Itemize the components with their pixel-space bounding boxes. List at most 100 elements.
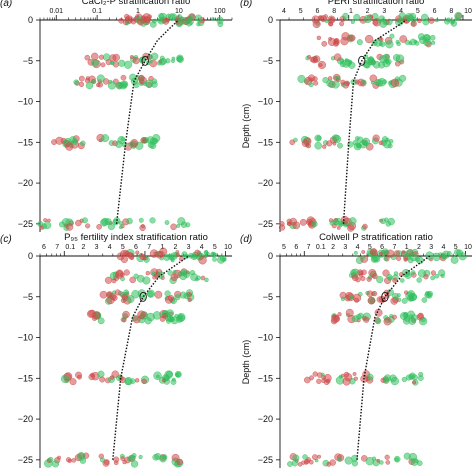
data-point: [97, 317, 105, 325]
data-point: [148, 59, 153, 64]
data-point: [170, 273, 179, 282]
data-point: [181, 251, 188, 258]
data-point: [372, 20, 379, 26]
data-point: [382, 20, 388, 25]
data-point: [317, 454, 322, 459]
data-point: [412, 380, 417, 385]
data-point: [158, 18, 162, 23]
data-point: [369, 248, 378, 256]
data-point: [396, 256, 402, 261]
y-tick-label: 0: [268, 15, 273, 25]
x-tick-label: 1: [405, 244, 409, 251]
data-point: [69, 378, 77, 386]
data-point: [402, 317, 411, 325]
data-point: [403, 257, 408, 262]
data-point: [194, 14, 203, 22]
data-point: [410, 20, 417, 27]
panel-label: (a): [0, 0, 12, 9]
data-point: [140, 137, 147, 144]
data-point: [378, 61, 386, 69]
x-tick-label: 6: [294, 244, 298, 251]
mean-marker: [358, 55, 366, 66]
data-point: [145, 270, 151, 276]
data-point: [423, 274, 429, 280]
data-point: [323, 373, 332, 383]
data-point: [326, 140, 333, 147]
data-point: [177, 217, 186, 226]
data-point: [316, 378, 322, 384]
data-point: [371, 254, 379, 262]
data-point: [170, 258, 175, 263]
y-tick-label: −20: [18, 178, 33, 188]
x-tick-label: 0.1: [65, 244, 75, 251]
x-tick-label: 3: [95, 244, 99, 251]
data-point: [124, 21, 130, 26]
y-tick-label: −5: [23, 292, 33, 302]
data-point: [85, 81, 94, 90]
data-point: [352, 372, 357, 376]
data-point: [81, 217, 88, 224]
data-point: [424, 291, 431, 299]
data-point: [378, 251, 383, 256]
data-point: [380, 218, 387, 225]
data-point: [166, 309, 175, 318]
data-point: [124, 291, 129, 296]
data-point: [198, 256, 207, 265]
data-point: [78, 81, 85, 88]
y-tick-label: 0: [268, 251, 273, 261]
data-point: [356, 39, 363, 46]
data-point: [367, 56, 375, 63]
data-point: [417, 312, 424, 319]
data-point: [385, 40, 394, 49]
data-point: [112, 53, 120, 62]
data-point: [353, 250, 358, 255]
x-tick-label: 2: [331, 244, 335, 251]
data-point: [177, 314, 183, 320]
data-point: [307, 54, 312, 59]
data-point: [107, 81, 117, 90]
data-point: [390, 376, 399, 386]
data-point: [350, 19, 355, 25]
panel-a: 0 −5 −10 −15 −20 −25 0.01 0.1 1 10 100 CaCl₂-P stra…: [0, 0, 233, 232]
x-tick-label: 1: [160, 244, 164, 251]
x-tick-label: 5: [213, 244, 217, 251]
y-tick-label: 0: [28, 15, 33, 25]
data-point: [396, 41, 401, 47]
data-point: [178, 256, 184, 262]
y-axis-label: Depth (cm): [241, 104, 251, 149]
data-point: [137, 310, 146, 319]
data-point: [97, 370, 105, 378]
y-tick-label: −10: [18, 333, 33, 343]
data-point: [171, 453, 180, 462]
data-point: [67, 458, 72, 463]
x-tick-label: 2: [417, 244, 421, 251]
data-point: [122, 459, 127, 465]
data-point: [122, 310, 130, 319]
data-point: [331, 314, 340, 323]
x-tick-label: 5: [282, 244, 286, 251]
panel-label: (b): [240, 0, 252, 9]
data-point: [149, 21, 157, 28]
data-point: [84, 54, 91, 61]
x-tick-label: 2: [81, 244, 85, 251]
data-point: [105, 291, 113, 299]
data-point: [39, 225, 44, 230]
data-point: [168, 316, 175, 322]
data-point: [340, 79, 346, 85]
x-tick-label: 6: [380, 244, 384, 251]
trend-line: [356, 255, 431, 460]
data-point: [103, 459, 110, 465]
data-point: [113, 456, 120, 463]
data-point: [163, 253, 171, 261]
data-point: [349, 295, 354, 300]
data-point: [333, 53, 342, 61]
data-point: [420, 13, 429, 22]
data-point: [441, 250, 451, 259]
data-point: [96, 224, 102, 230]
x-tick-label: 10: [464, 244, 472, 251]
y-tick-label: 0: [28, 251, 33, 261]
data-point: [121, 317, 127, 323]
y-tick-label: −20: [18, 414, 33, 424]
mean-marker: [141, 55, 149, 66]
data-point: [402, 312, 409, 319]
